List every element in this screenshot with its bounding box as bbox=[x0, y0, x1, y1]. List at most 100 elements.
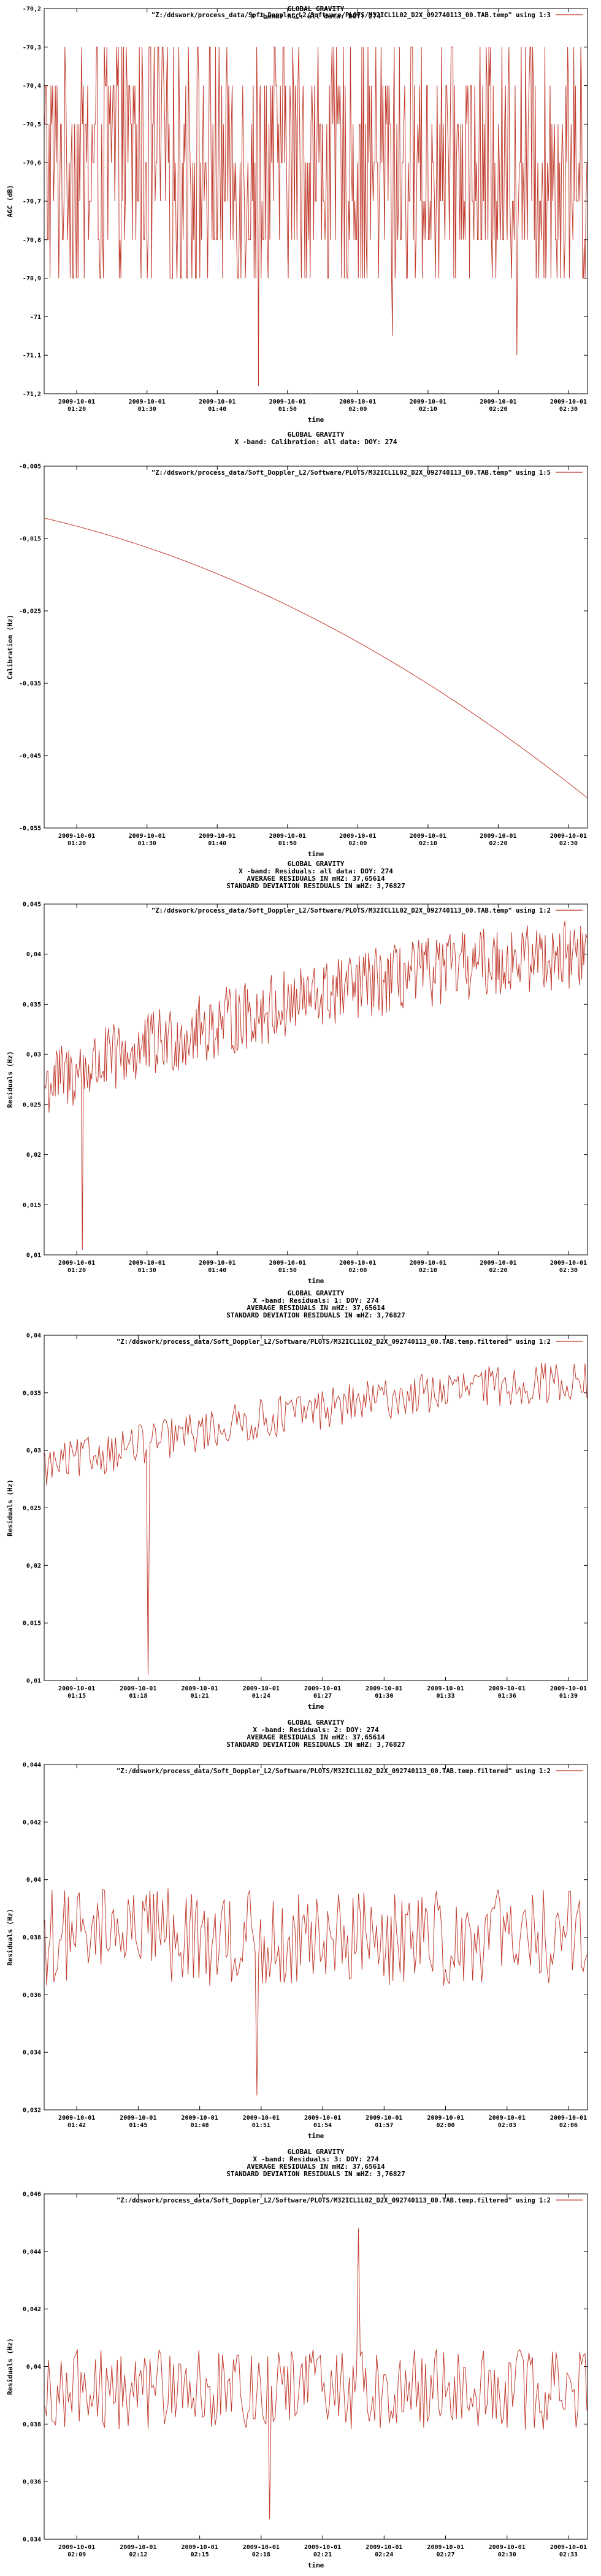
x-tick-label-time: 01:39 bbox=[559, 1693, 578, 1700]
y-axis-label: Calibration (Hz) bbox=[6, 615, 14, 680]
y-tick-label: -70,2 bbox=[23, 6, 41, 13]
chart-title-line: X -band: AGC: all data: DOY: 274 bbox=[251, 12, 381, 20]
y-tick-label: -71,2 bbox=[23, 391, 41, 398]
y-tick-label: 0,038 bbox=[23, 2421, 41, 2428]
x-tick-label-date: 2009-10-01 bbox=[550, 1685, 587, 1692]
x-tick-label-time: 01:48 bbox=[191, 2122, 209, 2129]
y-tick-label: -0,035 bbox=[19, 681, 41, 688]
x-tick-label-time: 02:30 bbox=[559, 1267, 578, 1274]
y-tick-label: -70,8 bbox=[23, 237, 41, 243]
y-tick-label: -70,6 bbox=[23, 160, 41, 167]
y-tick-label: -0,055 bbox=[19, 826, 41, 832]
x-tick-label-time: 01:20 bbox=[67, 840, 86, 847]
y-tick-label: -0,005 bbox=[19, 464, 41, 470]
x-tick-label-date: 2009-10-01 bbox=[269, 399, 306, 405]
x-tick-label-time: 02:09 bbox=[67, 2551, 86, 2558]
x-tick-label-time: 02:15 bbox=[191, 2551, 209, 2558]
x-tick-label-time: 01:15 bbox=[67, 1693, 86, 1700]
y-tick-label: -70,4 bbox=[23, 83, 41, 90]
series-line bbox=[44, 2228, 588, 2520]
legend-entry: "Z:/ddswork/process_data/Soft_Doppler_L2… bbox=[117, 1768, 551, 1775]
x-tick-label-date: 2009-10-01 bbox=[58, 1260, 95, 1267]
y-tick-label: 0,02 bbox=[26, 1563, 41, 1570]
x-axis-label: time bbox=[308, 2132, 324, 2140]
x-tick-label-date: 2009-10-01 bbox=[58, 2544, 95, 2551]
x-tick-label-date: 2009-10-01 bbox=[243, 2115, 280, 2122]
chart-title-line: STANDARD DEVIATION RESIDUALS IN mHZ: 3,7… bbox=[226, 1741, 405, 1749]
x-tick-label-time: 01:50 bbox=[278, 840, 297, 847]
x-tick-label-date: 2009-10-01 bbox=[489, 2544, 526, 2551]
x-tick-label-time: 02:30 bbox=[559, 406, 578, 413]
x-tick-label-date: 2009-10-01 bbox=[427, 1685, 464, 1692]
x-tick-label-time: 01:27 bbox=[313, 1693, 332, 1700]
chart-title-line: GLOBAL GRAVITY bbox=[288, 860, 345, 868]
x-tick-label-time: 01:45 bbox=[129, 2122, 147, 2129]
y-axis-label: Residuals (Hz) bbox=[6, 1479, 14, 1536]
x-tick-label-date: 2009-10-01 bbox=[550, 399, 587, 405]
y-tick-label: 0,04 bbox=[26, 1333, 41, 1340]
legend-entry: "Z:/ddswork/process_data/Soft_Doppler_L2… bbox=[151, 907, 551, 914]
y-tick-label: 0,04 bbox=[26, 951, 41, 958]
x-tick-label-time: 02:33 bbox=[559, 2551, 578, 2558]
x-axis-label: time bbox=[308, 416, 324, 424]
x-tick-label-time: 02:10 bbox=[419, 1267, 437, 1274]
series-line bbox=[44, 47, 588, 386]
x-tick-label-time: 01:33 bbox=[436, 1693, 454, 1700]
x-tick-label-time: 02:30 bbox=[559, 840, 578, 847]
x-tick-label-date: 2009-10-01 bbox=[58, 1685, 95, 1692]
x-axis-label: time bbox=[308, 1277, 324, 1285]
x-axis-label: time bbox=[308, 2561, 324, 2569]
x-tick-label-time: 02:30 bbox=[498, 2551, 516, 2558]
chart-title-line: GLOBAL GRAVITY bbox=[288, 431, 345, 439]
chart-title-line: STANDARD DEVIATION RESIDUALS IN mHZ: 3,7… bbox=[226, 1311, 405, 1319]
x-tick-label-time: 02:10 bbox=[419, 840, 437, 847]
x-tick-label-date: 2009-10-01 bbox=[339, 399, 376, 405]
x-tick-label-time: 01:20 bbox=[67, 1267, 86, 1274]
x-tick-label-date: 2009-10-01 bbox=[182, 2115, 218, 2122]
chart-title-line: X -band: Residuals: all data: DOY: 274 bbox=[239, 867, 393, 875]
x-tick-label-date: 2009-10-01 bbox=[182, 1685, 218, 1692]
y-tick-label: 0,04 bbox=[26, 1877, 41, 1884]
x-tick-label-time: 01:51 bbox=[252, 2122, 270, 2129]
y-axis-label: AGC (dB) bbox=[6, 185, 14, 218]
y-tick-label: -70,7 bbox=[23, 199, 41, 205]
x-tick-label-date: 2009-10-01 bbox=[243, 2544, 280, 2551]
x-tick-label-date: 2009-10-01 bbox=[199, 399, 235, 405]
y-axis-label: Residuals (Hz) bbox=[6, 1909, 14, 1966]
chart-title-line: GLOBAL GRAVITY bbox=[288, 2148, 345, 2156]
x-tick-label-date: 2009-10-01 bbox=[410, 399, 446, 405]
y-tick-label: 0,03 bbox=[26, 1447, 41, 1454]
x-tick-label-time: 02:27 bbox=[436, 2551, 454, 2558]
chart-title-line: GLOBAL GRAVITY bbox=[288, 1719, 345, 1727]
x-tick-label-date: 2009-10-01 bbox=[339, 833, 376, 840]
x-tick-label-date: 2009-10-01 bbox=[366, 2544, 402, 2551]
legend-entry: "Z:/ddswork/process_data/Soft_Doppler_L2… bbox=[117, 1338, 551, 1346]
y-tick-label: 0,036 bbox=[23, 1992, 41, 1999]
x-tick-label-date: 2009-10-01 bbox=[550, 2544, 587, 2551]
x-tick-label-date: 2009-10-01 bbox=[58, 2115, 95, 2122]
x-tick-label-time: 01:42 bbox=[67, 2122, 86, 2129]
x-tick-label-time: 01:30 bbox=[138, 840, 156, 847]
y-tick-label: 0,02 bbox=[26, 1152, 41, 1159]
x-tick-label-time: 02:24 bbox=[375, 2551, 393, 2558]
x-tick-label-date: 2009-10-01 bbox=[427, 2544, 464, 2551]
x-tick-label-time: 01:57 bbox=[375, 2122, 393, 2129]
y-tick-label: 0,032 bbox=[23, 2107, 41, 2114]
y-tick-label: 0,045 bbox=[23, 902, 41, 908]
y-tick-label: 0,03 bbox=[26, 1052, 41, 1059]
x-tick-label-time: 01:36 bbox=[498, 1693, 516, 1700]
y-tick-label: 0,04 bbox=[26, 2364, 41, 2371]
x-tick-label-time: 02:00 bbox=[348, 406, 367, 413]
y-tick-label: 0,025 bbox=[23, 1505, 41, 1512]
x-tick-label-time: 02:03 bbox=[498, 2122, 516, 2129]
x-axis-label: time bbox=[308, 850, 324, 858]
x-tick-label-time: 01:40 bbox=[208, 406, 226, 413]
x-tick-label-date: 2009-10-01 bbox=[129, 833, 166, 840]
plot-frame bbox=[44, 1335, 588, 1681]
series-line bbox=[44, 1888, 588, 2096]
x-tick-label-time: 01:40 bbox=[208, 840, 226, 847]
y-tick-label: 0,035 bbox=[23, 1390, 41, 1397]
